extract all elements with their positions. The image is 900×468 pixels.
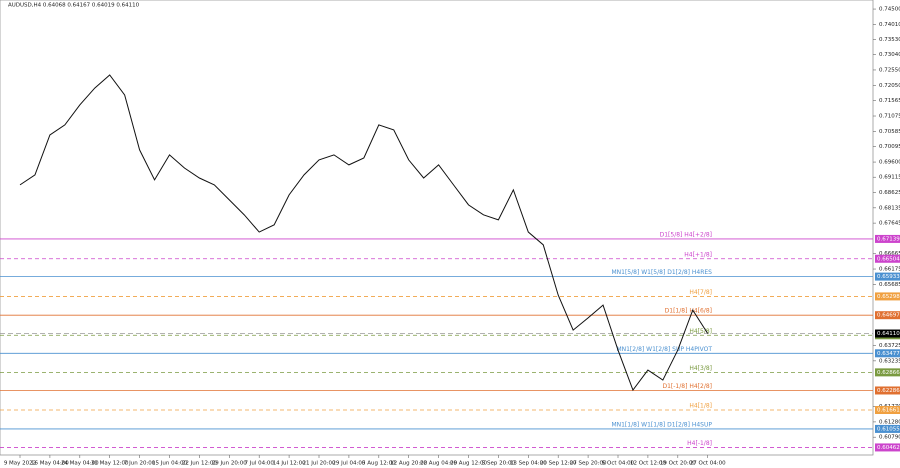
y-tick-label: 0.66175 [879, 267, 900, 273]
level-tag [875, 424, 900, 433]
level-label: D1[-1/8] H4[2/8] [662, 383, 712, 390]
last-price-tag-label: 0.64110 [877, 331, 900, 337]
y-tick-label: 0.73530 [879, 37, 900, 43]
level-label: H4[1/8] [689, 402, 712, 409]
level-tag [875, 254, 900, 263]
y-tick-label: 0.63235 [879, 358, 900, 364]
x-tick-label: 27 Sep 20:00 [570, 461, 607, 467]
x-tick-label: 27 Oct 04:00 [690, 461, 726, 467]
symbol-header: AUDUSD,H4 0.64068 0.64167 0.64019 0.6411… [8, 3, 140, 9]
price-line [19, 74, 709, 392]
level-tag [875, 368, 900, 377]
x-tick-label: 15 Jun 04:00 [152, 461, 187, 467]
level-tag-label: 0.63477 [877, 351, 900, 357]
level-tag [875, 386, 900, 395]
x-tick-label: 20 Sep 12:00 [540, 461, 577, 467]
level-label: H4[7/8] [689, 289, 712, 296]
level-tag-label: 0.65933 [877, 274, 900, 280]
x-tick-label: 12 Oct 12:00 [630, 461, 666, 467]
y-tick-label: 0.72050 [879, 83, 900, 89]
y-tick-label: 0.67645 [879, 221, 900, 227]
y-tick-label: 0.70585 [879, 129, 900, 135]
y-tick-label: 0.69600 [879, 160, 900, 166]
level-label: MN1[1/8] W1[1/8] D1[2/8] H4SUP [611, 421, 712, 428]
x-tick-label: 5 Sep 20:00 [482, 461, 516, 467]
level-tag [875, 443, 900, 452]
x-tick-label: 7 Jun 20:00 [124, 461, 156, 467]
level-tag-label: 0.61055 [877, 426, 900, 432]
last-price-tag [875, 329, 900, 338]
y-tick-label: 0.70095 [879, 144, 900, 150]
y-tick-label: 0.71075 [879, 114, 900, 120]
x-tick-label: 24 May 04:00 [61, 461, 99, 467]
level-tag-label: 0.65298 [877, 294, 900, 300]
level-label: H4[+1/8] [684, 251, 712, 258]
x-tick-label: 19 Oct 20:00 [660, 461, 696, 467]
y-tick-label: 0.68135 [879, 205, 900, 211]
level-label: H4[3/8] [689, 365, 712, 372]
x-tick-label: 14 Jul 12:00 [273, 461, 306, 467]
x-tick-label: 21 Jul 20:00 [303, 461, 336, 467]
level-label: D1[1/8] H4[6/8] [665, 308, 712, 315]
x-tick-label: 13 Sep 04:00 [510, 461, 547, 467]
y-tick-label: 0.69115 [879, 175, 900, 181]
y-tick-label: 0.71565 [879, 98, 900, 104]
plot-frame [0, 0, 874, 456]
level-label: D1[5/8] H4[+2/8] [660, 231, 712, 238]
level-tag-label: 0.67139 [877, 236, 900, 242]
level-label: MN1[5/8] W1[5/8] D1[2/8] H4RES [611, 269, 712, 276]
x-tick-label: 29 Aug 12:00 [450, 461, 488, 467]
y-tick-label: 0.74010 [879, 22, 900, 28]
level-tag [875, 349, 900, 358]
y-tick-label: 0.66665 [879, 251, 900, 257]
level-tag [875, 272, 900, 281]
level-tag [875, 234, 900, 243]
y-tick-label: 0.68625 [879, 190, 900, 196]
x-tick-label: 5 Oct 04:00 [602, 461, 635, 467]
y-tick-label: 0.61280 [879, 419, 900, 425]
level-label: H4[-1/8] [687, 440, 712, 447]
level-tag [875, 405, 900, 414]
level-tag-label: 0.66504 [877, 256, 900, 262]
level-tag-label: 0.62286 [877, 388, 900, 394]
level-label: H4[5/8] [689, 328, 712, 335]
level-tag [875, 292, 900, 301]
x-tick-label: 12 Aug 20:00 [390, 461, 428, 467]
x-tick-label: 22 Jun 12:00 [182, 461, 217, 467]
x-tick-label: 9 May 2022 [4, 461, 36, 467]
y-tick-label: 0.63725 [879, 343, 900, 349]
x-tick-label: 7 Jul 04:00 [244, 461, 274, 467]
y-tick-label: 0.73040 [879, 52, 900, 58]
x-tick-label: 29 Jul 04:00 [332, 461, 365, 467]
y-tick-label: 0.74500 [879, 7, 900, 13]
level-tag-label: 0.64697 [877, 313, 900, 319]
x-tick-label: 5 Aug 12:00 [362, 461, 396, 467]
x-tick-label: 22 Aug 04:00 [420, 461, 458, 467]
level-tag-label: 0.60462 [877, 445, 900, 451]
x-tick-label: 29 Jun 20:00 [212, 461, 247, 467]
level-tag-label: 0.61661 [877, 407, 900, 413]
level-tag [875, 311, 900, 320]
x-tick-label: 16 May 04:00 [31, 461, 69, 467]
x-tick-label: 31 May 12:00 [91, 461, 129, 467]
level-tag-label: 0.62866 [877, 370, 900, 376]
y-tick-label: 0.65685 [879, 282, 900, 288]
y-tick-label: 0.72550 [879, 67, 900, 73]
level-label: MN1[2/8] W1[2/8] SUP H4PIVOT [616, 346, 712, 353]
y-tick-label: 0.60790 [879, 435, 900, 441]
